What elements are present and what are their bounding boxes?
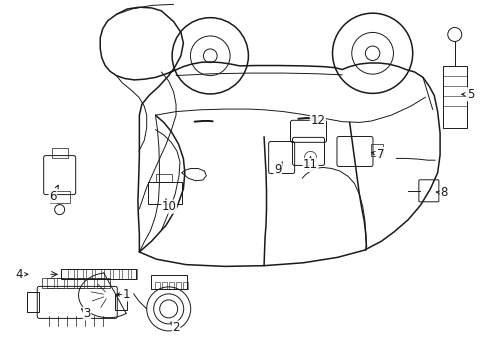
Bar <box>154 282 160 289</box>
Bar <box>131 269 137 279</box>
Bar <box>86 269 92 279</box>
Text: 8: 8 <box>436 186 447 199</box>
Bar <box>67 278 74 288</box>
Bar <box>168 282 173 289</box>
Bar <box>47 278 54 288</box>
Bar <box>104 269 110 279</box>
Text: 10: 10 <box>162 199 176 213</box>
Bar <box>113 269 119 279</box>
Text: 4: 4 <box>16 268 28 281</box>
Bar <box>87 278 94 288</box>
Bar <box>150 275 186 289</box>
Bar <box>27 292 39 312</box>
Text: 2: 2 <box>170 321 180 334</box>
Bar <box>97 278 104 288</box>
Bar <box>50 190 69 203</box>
Bar <box>77 269 83 279</box>
Bar <box>57 278 64 288</box>
Bar <box>148 181 182 203</box>
Bar <box>183 282 187 289</box>
Bar <box>68 269 74 279</box>
Text: 12: 12 <box>310 114 325 127</box>
Text: 9: 9 <box>273 162 282 176</box>
Bar <box>115 294 127 310</box>
Bar <box>42 278 110 288</box>
Text: 5: 5 <box>461 88 473 101</box>
Bar <box>370 144 382 157</box>
Bar <box>162 282 166 289</box>
Bar <box>61 269 136 279</box>
Bar <box>442 67 466 129</box>
Bar <box>156 174 172 181</box>
Bar <box>95 269 101 279</box>
Text: 1: 1 <box>116 288 130 301</box>
Bar <box>52 148 67 158</box>
Bar <box>122 269 128 279</box>
Text: 11: 11 <box>303 157 317 171</box>
Text: 6: 6 <box>49 185 58 203</box>
Text: 7: 7 <box>371 148 384 161</box>
Bar <box>77 278 84 288</box>
Text: 3: 3 <box>81 307 91 320</box>
Bar <box>175 282 181 289</box>
